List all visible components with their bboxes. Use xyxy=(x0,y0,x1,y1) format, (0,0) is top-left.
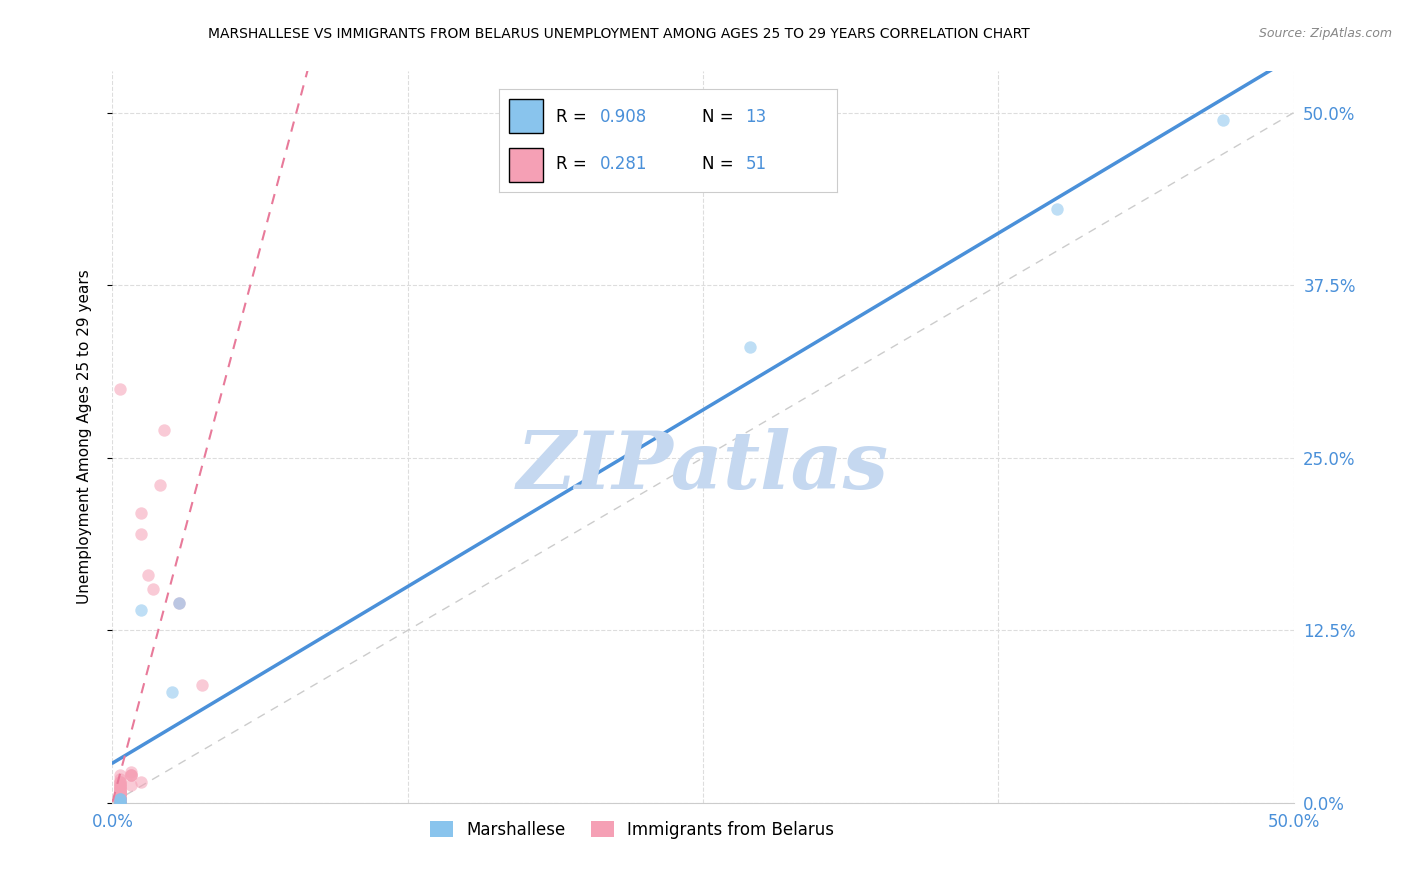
Point xyxy=(108,796,131,810)
Point xyxy=(108,786,131,800)
Text: R =: R = xyxy=(557,155,598,173)
Text: 0.908: 0.908 xyxy=(600,108,648,126)
Point xyxy=(108,782,131,797)
Point xyxy=(108,382,131,396)
Point xyxy=(740,340,762,354)
FancyBboxPatch shape xyxy=(509,148,543,181)
Legend: Marshallese, Immigrants from Belarus: Marshallese, Immigrants from Belarus xyxy=(423,814,841,846)
Point xyxy=(120,768,142,782)
Point xyxy=(108,791,131,805)
Point xyxy=(1212,112,1234,127)
Point xyxy=(108,796,131,810)
Point xyxy=(108,796,131,810)
Point xyxy=(153,423,176,437)
Point xyxy=(142,582,165,596)
Point xyxy=(108,778,131,792)
Point xyxy=(129,775,152,789)
Point xyxy=(108,775,131,789)
Point xyxy=(108,791,131,805)
Point xyxy=(167,596,190,610)
Point xyxy=(108,785,131,799)
Text: MARSHALLESE VS IMMIGRANTS FROM BELARUS UNEMPLOYMENT AMONG AGES 25 TO 29 YEARS CO: MARSHALLESE VS IMMIGRANTS FROM BELARUS U… xyxy=(208,27,1029,41)
Point xyxy=(129,526,152,541)
Point xyxy=(108,785,131,799)
Point xyxy=(149,478,172,492)
Point xyxy=(108,796,131,810)
Point xyxy=(108,789,131,803)
Point xyxy=(108,791,131,805)
Text: R =: R = xyxy=(557,108,592,126)
Point xyxy=(108,796,131,810)
Point xyxy=(108,768,131,782)
Point xyxy=(1046,202,1069,217)
Text: N =: N = xyxy=(702,108,738,126)
Point xyxy=(108,785,131,799)
Text: ZIPatlas: ZIPatlas xyxy=(517,427,889,505)
Point xyxy=(108,785,131,799)
Text: 0.281: 0.281 xyxy=(600,155,648,173)
Point xyxy=(108,796,131,810)
Point xyxy=(108,791,131,805)
Point xyxy=(108,782,131,797)
Point xyxy=(108,782,131,797)
Point xyxy=(108,796,131,810)
Point xyxy=(120,765,142,780)
Point xyxy=(136,568,159,582)
Point xyxy=(108,789,131,803)
Point xyxy=(108,772,131,787)
Point xyxy=(129,506,152,520)
FancyBboxPatch shape xyxy=(509,99,543,133)
Point xyxy=(108,779,131,793)
Point xyxy=(108,775,131,789)
Point xyxy=(108,796,131,810)
Point xyxy=(108,791,131,805)
Point xyxy=(108,791,131,805)
Point xyxy=(120,768,142,782)
Text: 51: 51 xyxy=(745,155,766,173)
Text: 13: 13 xyxy=(745,108,766,126)
Point xyxy=(108,786,131,800)
Point xyxy=(120,778,142,792)
Point xyxy=(191,678,214,692)
Point xyxy=(160,685,183,699)
Point xyxy=(108,789,131,803)
Point xyxy=(108,791,131,805)
Point xyxy=(167,596,190,610)
Point xyxy=(108,775,131,789)
Point xyxy=(108,796,131,810)
Point xyxy=(108,791,131,805)
Point xyxy=(108,778,131,792)
Point xyxy=(108,786,131,800)
Point xyxy=(108,782,131,797)
Text: N =: N = xyxy=(702,155,738,173)
Point xyxy=(108,791,131,805)
Y-axis label: Unemployment Among Ages 25 to 29 years: Unemployment Among Ages 25 to 29 years xyxy=(77,269,91,605)
Point xyxy=(108,779,131,793)
Point xyxy=(108,786,131,800)
Text: Source: ZipAtlas.com: Source: ZipAtlas.com xyxy=(1258,27,1392,40)
Point xyxy=(120,768,142,782)
Point xyxy=(108,796,131,810)
Point xyxy=(129,602,152,616)
